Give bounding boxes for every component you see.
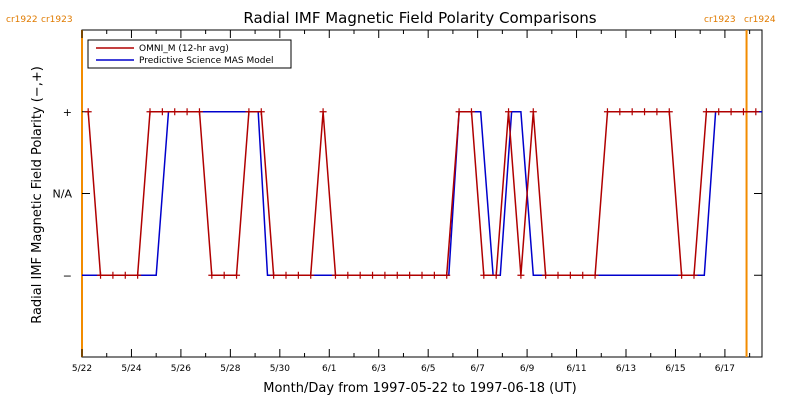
carrington-lines	[81, 30, 748, 357]
data-point-marker-0-10	[208, 271, 216, 279]
data-point-marker-0-46	[653, 108, 661, 116]
series-line-0	[87, 111, 756, 277]
data-point-marker-0-47	[665, 108, 673, 116]
data-point-marker-0-15	[270, 271, 278, 279]
x-tick-label-12: 6/15	[665, 364, 685, 374]
data-point-marker-0-26	[406, 271, 414, 279]
data-point-marker-0-23	[369, 271, 377, 279]
data-point-marker-0-43	[616, 108, 624, 116]
data-point-marker-0-37	[542, 271, 550, 279]
data-point-marker-0-18	[307, 271, 315, 279]
x-axis-label: Month/Day from 1997-05-22 to 1997-06-18 …	[263, 381, 576, 396]
data-point-marker-0-11	[220, 271, 228, 279]
data-point-marker-0-16	[282, 271, 290, 279]
data-point-marker-0-8	[183, 108, 191, 116]
cr-left-end-label: cr1923	[704, 15, 736, 25]
data-point-marker-0-33	[492, 271, 500, 279]
plot-frame	[81, 29, 763, 358]
data-point-marker-0-25	[393, 271, 401, 279]
y-tick-label-1: N/A	[53, 188, 73, 201]
data-point-marker-0-12	[233, 271, 241, 279]
data-point-marker-0-38	[554, 271, 562, 279]
legend-box	[87, 39, 292, 69]
data-point-marker-0-44	[628, 108, 636, 116]
data-point-marker-0-35	[517, 271, 525, 279]
x-tick-label-13: 6/17	[715, 364, 735, 374]
x-tick-label-9: 6/9	[520, 364, 535, 374]
cr-right-start-label: cr1923	[41, 15, 73, 25]
data-point-marker-0-42	[603, 108, 611, 116]
data-point-marker-0-5	[146, 108, 154, 116]
data-point-marker-0-7	[171, 108, 179, 116]
y-axis: − N/A +	[53, 106, 762, 282]
data-point-marker-0-19	[319, 108, 327, 116]
x-tick-label-3: 5/28	[220, 364, 240, 374]
data-point-marker-0-36	[529, 108, 537, 116]
cr-right-end-label: cr1924	[744, 15, 776, 25]
legend-label-mas: Predictive Science MAS Model	[139, 56, 274, 66]
x-tick-label-6: 6/3	[371, 364, 385, 374]
data-point-marker-0-34	[505, 108, 513, 116]
x-tick-label-10: 6/11	[566, 364, 586, 374]
data-point-marker-0-50	[702, 108, 710, 116]
x-tick-label-11: 6/13	[616, 364, 636, 374]
data-point-marker-0-49	[690, 271, 698, 279]
data-point-marker-0-3	[121, 271, 129, 279]
data-point-marker-0-28	[430, 271, 438, 279]
data-point-marker-0-45	[641, 108, 649, 116]
data-point-marker-0-4	[134, 271, 142, 279]
x-tick-label-2: 5/26	[171, 364, 191, 374]
data-point-marker-0-0	[84, 108, 92, 116]
data-point-marker-0-51	[715, 108, 723, 116]
data-point-marker-0-22	[356, 271, 364, 279]
data-point-marker-0-27	[418, 271, 426, 279]
series-line-1	[82, 111, 762, 277]
legend: OMNI_M (12-hr avg) Predictive Science MA…	[87, 39, 292, 69]
x-tick-label-5: 6/1	[322, 364, 336, 374]
data-point-marker-0-48	[678, 271, 686, 279]
y-axis-label: Radial IMF Magnetic Field Polarity (−,+)	[30, 66, 45, 324]
data-point-marker-0-40	[579, 271, 587, 279]
x-tick-label-7: 6/5	[421, 364, 435, 374]
chart-title: Radial IMF Magnetic Field Polarity Compa…	[243, 9, 596, 27]
data-point-marker-0-31	[467, 108, 475, 116]
data-point-marker-0-2	[109, 271, 117, 279]
x-tick-label-8: 6/7	[470, 364, 484, 374]
y-tick-label-2: +	[63, 106, 72, 119]
data-point-marker-0-6	[158, 108, 166, 116]
data-point-marker-0-41	[591, 271, 599, 279]
series-layer	[82, 108, 762, 279]
data-point-marker-0-52	[727, 108, 735, 116]
data-point-marker-0-39	[566, 271, 574, 279]
data-point-marker-0-20	[331, 271, 339, 279]
data-point-marker-0-29	[443, 271, 451, 279]
data-point-marker-0-32	[480, 271, 488, 279]
x-tick-label-4: 5/30	[270, 364, 290, 374]
cr-left-start-label: cr1922	[6, 15, 38, 25]
data-point-marker-0-17	[294, 271, 302, 279]
data-point-marker-0-54	[752, 108, 760, 116]
data-point-marker-0-30	[455, 108, 463, 116]
x-tick-label-0: 5/22	[72, 364, 92, 374]
legend-label-omni: OMNI_M (12-hr avg)	[139, 44, 229, 54]
data-point-marker-0-24	[381, 271, 389, 279]
data-point-marker-0-14	[257, 108, 265, 116]
data-point-marker-0-21	[344, 271, 352, 279]
y-tick-label-0: −	[63, 269, 72, 282]
data-point-marker-0-1	[97, 271, 105, 279]
data-point-marker-0-53	[739, 108, 747, 116]
x-tick-label-1: 5/24	[121, 364, 141, 374]
x-axis: 5/22 5/24 5/26 5/28 5/30 6/1 6/3 6/5 6/7 6/9 6/11 6…	[72, 30, 751, 374]
data-point-marker-0-13	[245, 108, 253, 116]
data-point-marker-0-9	[195, 108, 203, 116]
